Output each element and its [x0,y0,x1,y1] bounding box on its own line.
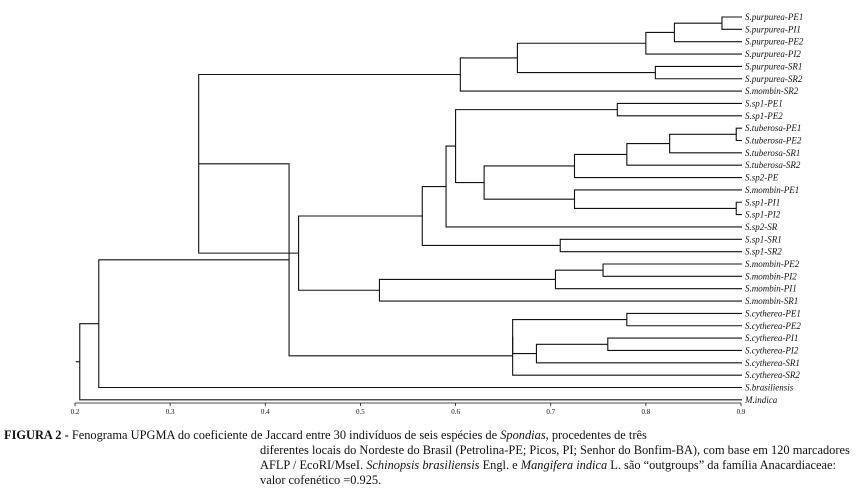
leaf-labels: S.purpurea-PE1 S.purpurea-PI1 S.purpurea-P… [744,12,804,405]
axis-tick-label: 0.3 [166,408,175,416]
leaf-label: S.sp2-SR [745,222,778,232]
leaf-label: S.cytherea-PE2 [745,321,801,331]
dendrogram-branch [459,57,742,92]
axis-tick-label: 0.4 [261,408,270,416]
axis-tick-label: 0.2 [71,408,80,416]
caption-label: FIGURA 2 - [4,428,69,442]
dendrogram-branch [607,337,742,351]
leaf-label: S.purpurea-PI1 [745,24,801,34]
dendrogram-branch [645,31,742,55]
leaf-label: S.cytherea-PI1 [745,333,798,343]
leaf-label: S.mombin-PI2 [745,271,797,281]
dendrogram-branch [421,185,561,247]
leaf-label: S.sp1-SR1 [745,234,782,244]
axis-tick-label: 0.8 [641,408,650,416]
caption-line-1: FIGURA 2 - Fenograma UPGMA do coeficient… [4,428,864,443]
leaf-label: S.tuberosa-PE2 [745,136,802,146]
dendrogram-branch [483,165,575,200]
leaf-label: S.tuberosa-PE1 [745,123,801,133]
leaf-label: S.mombin-PE2 [745,259,800,269]
caption-line3-end: L. são “outgroups” da família Anacardiac… [607,458,836,472]
leaf-label: S.cytherea-SR1 [745,358,800,368]
axis-tick-label: 0.7 [546,408,555,416]
dendrogram-branch [626,143,742,166]
dendrogram-branch [516,42,656,74]
dendrogram-branch [535,343,742,364]
dendrogram-branch [669,133,742,154]
leaf-label: S.mombin-PE1 [745,185,799,195]
dendrogram-branch [378,278,742,302]
dendrogram-branches [75,16,742,401]
leaf-label: S.sp1-SR2 [745,247,782,257]
caption-line-2: diferentes locais do Nordeste do Brasil … [260,443,850,457]
leaf-label: S.sp2-PE [745,173,779,183]
caption-line-4: valor cofenético =0.925. [260,473,382,487]
dendrogram-branch [735,127,742,142]
leaf-label: S.purpurea-SR1 [745,61,802,71]
dendrogram-branch [298,215,423,291]
dendrogram-branch [554,269,742,290]
leaf-label: S.cytherea-SR2 [745,370,800,380]
leaf-label: S.mombin-SR1 [745,296,798,306]
axis-tick-label: 0.6 [451,408,460,416]
caption-genus: Spondias, [500,428,549,442]
dendrogram-branch [626,312,742,327]
caption-line1-text: Fenograma UPGMA do coeficiente de Jaccar… [68,428,501,442]
leaf-label: S.cytherea-PI2 [745,345,799,355]
dendrogram-branch [559,238,742,253]
leaf-label: M.indica [744,395,778,405]
dendrogram-branch [616,102,742,117]
leaf-label: S.cytherea-PE1 [745,308,801,318]
leaf-label: S.tuberosa-SR2 [745,160,801,170]
leaf-label: S.sp1-PE2 [745,111,783,121]
dendrogram-branch [512,336,742,376]
similarity-axis: 0.2 0.3 0.4 0.5 0.6 0.7 0.8 0.9 [71,402,746,416]
figure-caption: FIGURA 2 - Fenograma UPGMA do coeficient… [4,428,864,488]
leaf-label: S.brasiliensis [745,383,794,393]
dendrogram-branch [79,323,742,401]
dendrogram-branch [573,189,742,209]
axis-tick-label: 0.5 [356,408,365,416]
leaf-label: S.mombin-SR2 [745,86,799,96]
dendrogram-branch [455,109,618,184]
axis-tick-label: 0.9 [737,408,746,416]
dendrogram-branch [445,145,742,228]
leaf-label: S.sp1-PE1 [745,98,783,108]
caption-line3-start: AFLP / EcoRI/MseI. [260,458,367,472]
dendrogram-branch [602,263,742,277]
dendrogram: S.purpurea-PE1 S.purpurea-PI1 S.purpurea-P… [71,12,804,416]
dendrogram-branch [512,319,627,355]
leaf-label: S.purpurea-PI2 [745,49,801,59]
caption-line1-end: procedentes de três [548,428,647,442]
caption-outgroup-2: Mangifera indica [520,458,608,472]
dendrogram-branch [735,201,742,216]
leaf-label: S.tuberosa-SR1 [745,148,800,158]
leaf-label: S.purpurea-PE1 [745,12,803,22]
dendrogram-branch [721,16,742,30]
leaf-label: S.purpurea-PE2 [745,37,804,47]
leaf-label: S.sp1-PI1 [745,197,780,207]
dendrogram-branch [654,65,742,80]
caption-outgroup-1: Schinopsis brasiliensis [366,458,480,472]
caption-line3-mid: Engl. e [479,458,521,472]
leaf-label: S.mombin-PI1 [745,284,797,294]
dendrogram-branch [573,153,742,179]
leaf-label: S.purpurea-SR2 [745,74,803,84]
dendrogram-branch [673,22,742,43]
leaf-label: S.sp1-PI2 [745,210,781,220]
caption-line-3: AFLP / EcoRI/MseI. Schinopsis brasiliens… [260,458,864,473]
